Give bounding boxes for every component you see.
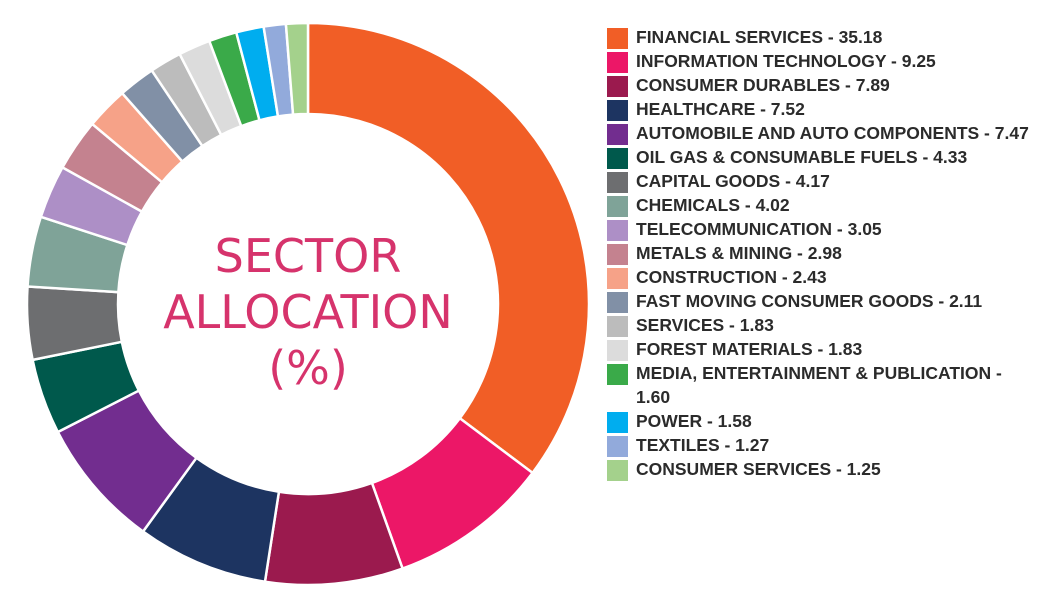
legend-label: CONSTRUCTION - 2.43 (636, 267, 827, 287)
chart-legend: FINANCIAL SERVICES - 35.18 INFORMATION TE… (607, 27, 1037, 484)
legend-item: TELECOMMUNICATION - 3.05 (607, 219, 1037, 242)
legend-label: CONSUMER SERVICES - 1.25 (636, 458, 881, 479)
legend-item: METALS & MINING - 2.98 (607, 243, 1037, 266)
legend-swatch (607, 148, 628, 169)
legend-label: CAPITAL GOODS - 4.17 (636, 171, 830, 191)
legend-item: SERVICES - 1.83 (607, 315, 1037, 338)
legend-swatch (607, 52, 628, 73)
legend-label: METALS & MINING - 2.98 (636, 243, 842, 263)
legend-label: HEALTHCARE - 7.52 (636, 99, 805, 119)
chart-title-line: SECTOR (214, 229, 402, 283)
legend-label: OIL GAS & CONSUMABLE FUELS - 4.33 (636, 147, 968, 167)
legend-item: TEXTILES - 1.27 (607, 434, 1037, 458)
legend-swatch (607, 364, 628, 385)
legend-label: FINANCIAL SERVICES - 35.18 (636, 27, 883, 47)
legend-label: FAST MOVING CONSUMER GOODS - 2.11 (636, 291, 983, 311)
legend-label: TELECOMMUNICATION - 3.05 (636, 219, 882, 239)
legend-swatch (607, 28, 628, 49)
legend-item: MEDIA, ENTERTAINMENT & PUBLICATION - 1.6… (607, 363, 1037, 409)
legend-item: AUTOMOBILE AND AUTO COMPONENTS - 7.47 (607, 123, 1037, 146)
legend-label: CHEMICALS - 4.02 (636, 195, 790, 215)
legend-item: FAST MOVING CONSUMER GOODS - 2.11 (607, 291, 1037, 314)
legend-item: CHEMICALS - 4.02 (607, 195, 1037, 218)
legend-item: CAPITAL GOODS - 4.17 (607, 171, 1037, 194)
legend-swatch (607, 459, 628, 481)
legend-swatch (607, 76, 628, 97)
legend-swatch (607, 316, 628, 337)
legend-swatch (607, 268, 628, 289)
legend-swatch (607, 244, 628, 265)
legend-item: CONSTRUCTION - 2.43 (607, 267, 1037, 290)
legend-swatch (607, 292, 628, 313)
legend-label: CONSUMER DURABLES - 7.89 (636, 75, 890, 95)
legend-item: FOREST MATERIALS - 1.83 (607, 339, 1037, 362)
legend-item: INFORMATION TECHNOLOGY - 9.25 (607, 51, 1037, 74)
legend-label: FOREST MATERIALS - 1.83 (636, 339, 863, 359)
chart-title-line: (%) (268, 341, 348, 395)
legend-label: TEXTILES - 1.27 (636, 434, 770, 455)
legend-swatch (607, 340, 628, 361)
legend-swatch (607, 411, 628, 433)
legend-item: POWER - 1.58 (607, 410, 1037, 434)
legend-item: CONSUMER SERVICES - 1.25 (607, 458, 1037, 482)
donut-slice (284, 21, 310, 116)
legend-swatch (607, 220, 628, 241)
legend-label: AUTOMOBILE AND AUTO COMPONENTS - 7.47 (636, 123, 1029, 143)
chart-title-line: ALLOCATION (163, 285, 453, 339)
legend-item: HEALTHCARE - 7.52 (607, 99, 1037, 122)
legend-label: POWER - 1.58 (636, 410, 752, 431)
legend-label: MEDIA, ENTERTAINMENT & PUBLICATION - 1.6… (636, 363, 1002, 407)
legend-swatch (607, 435, 628, 457)
chart-title: SECTOR ALLOCATION (%) (158, 228, 458, 396)
legend-item: OIL GAS & CONSUMABLE FUELS - 4.33 (607, 147, 1037, 170)
legend-item: CONSUMER DURABLES - 7.89 (607, 75, 1037, 98)
legend-label: SERVICES - 1.83 (636, 315, 774, 335)
donut-slice (306, 21, 591, 475)
legend-swatch (607, 100, 628, 121)
legend-item: FINANCIAL SERVICES - 35.18 (607, 27, 1037, 50)
legend-swatch (607, 172, 628, 193)
legend-swatch (607, 196, 628, 217)
legend-swatch (607, 124, 628, 145)
legend-label: INFORMATION TECHNOLOGY - 9.25 (636, 51, 936, 71)
